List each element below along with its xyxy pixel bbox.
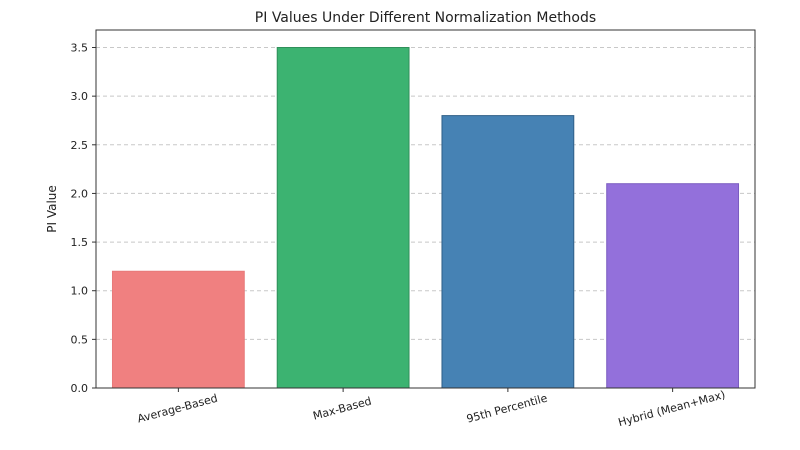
x-ticks: Average-Based Max-Based 95th Percentile Hyb…: [136, 388, 727, 429]
y-axis-label: PI Value: [45, 185, 59, 233]
x-tick-label: Max-Based: [312, 395, 373, 423]
y-tick-label: 2.0: [71, 187, 89, 200]
y-tick-label: 3.0: [71, 90, 89, 103]
bar-hybrid-mean-max: [606, 183, 740, 389]
x-tick-label: Average-Based: [136, 392, 219, 426]
y-ticks: 0.0 0.5 1.0 1.5 2.0 2.5 3.0 3.5: [71, 42, 96, 395]
bar-max-based: [276, 47, 410, 389]
bar-95th-percentile: [441, 115, 575, 389]
x-tick-label: 95th Percentile: [465, 392, 549, 426]
y-tick-label: 0.5: [71, 333, 89, 346]
y-tick-label: 2.5: [71, 139, 89, 152]
y-tick-label: 1.0: [71, 285, 89, 298]
y-tick-label: 3.5: [71, 42, 89, 55]
bar-average-based: [111, 270, 245, 389]
x-tick-label: Hybrid (Mean+Max): [617, 388, 727, 429]
y-tick-label: 1.5: [71, 236, 89, 249]
axes: [95, 29, 756, 389]
plot-frame: [95, 29, 756, 389]
bars: [111, 47, 740, 389]
y-tick-label: 0.0: [71, 382, 89, 395]
chart-title: PI Values Under Different Normalization …: [255, 10, 596, 26]
